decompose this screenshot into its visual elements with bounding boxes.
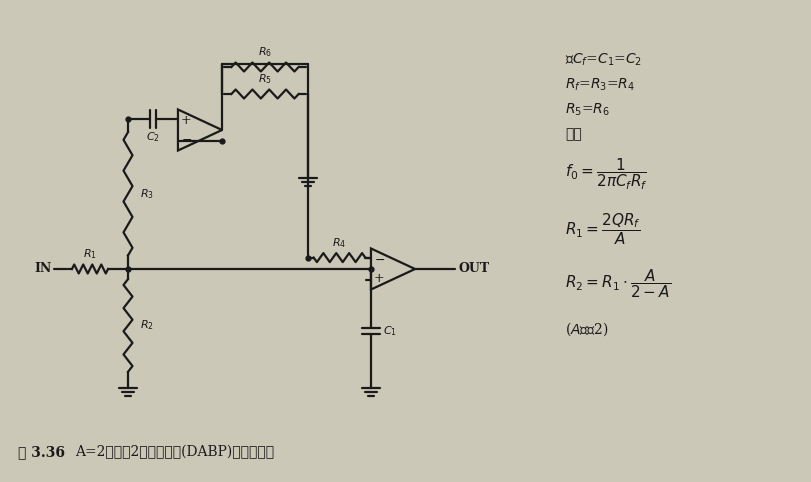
Text: $R_4$: $R_4$ (332, 236, 346, 250)
Text: $R_2$: $R_2$ (139, 319, 153, 333)
Text: 设$C_f$=$C_1$=$C_2$: 设$C_f$=$C_1$=$C_2$ (564, 52, 642, 68)
Text: 则有: 则有 (564, 127, 581, 141)
Text: $C_2$: $C_2$ (146, 131, 160, 145)
Text: $C_1$: $C_1$ (383, 324, 397, 338)
Text: A=2以下的2级放大器型(DABP)带通滤波器: A=2以下的2级放大器型(DABP)带通滤波器 (75, 445, 274, 459)
Text: ($A$小于2): ($A$小于2) (564, 320, 608, 338)
Text: $R_3$: $R_3$ (139, 187, 154, 201)
Text: $R_1$: $R_1$ (83, 247, 97, 261)
Text: OUT: OUT (457, 263, 488, 276)
Text: $R_1=\dfrac{2QR_f}{A}$: $R_1=\dfrac{2QR_f}{A}$ (564, 212, 640, 247)
Text: $f_0=\dfrac{1}{2\pi C_f R_f}$: $f_0=\dfrac{1}{2\pi C_f R_f}$ (564, 157, 647, 192)
Text: +: + (374, 272, 384, 284)
Text: $R_5$: $R_5$ (258, 72, 272, 86)
Text: 图 3.36: 图 3.36 (18, 445, 65, 459)
Text: $R_5$=$R_6$: $R_5$=$R_6$ (564, 102, 609, 119)
Text: $-$: $-$ (181, 133, 191, 146)
Text: $R_2=R_1 \cdot \dfrac{A}{2-A}$: $R_2=R_1 \cdot \dfrac{A}{2-A}$ (564, 267, 670, 300)
Text: $-$: $-$ (373, 254, 384, 267)
Text: IN: IN (35, 263, 52, 276)
Text: $R_f$=$R_3$=$R_4$: $R_f$=$R_3$=$R_4$ (564, 77, 634, 94)
Text: $R_6$: $R_6$ (258, 45, 272, 59)
Text: +: + (181, 114, 191, 127)
